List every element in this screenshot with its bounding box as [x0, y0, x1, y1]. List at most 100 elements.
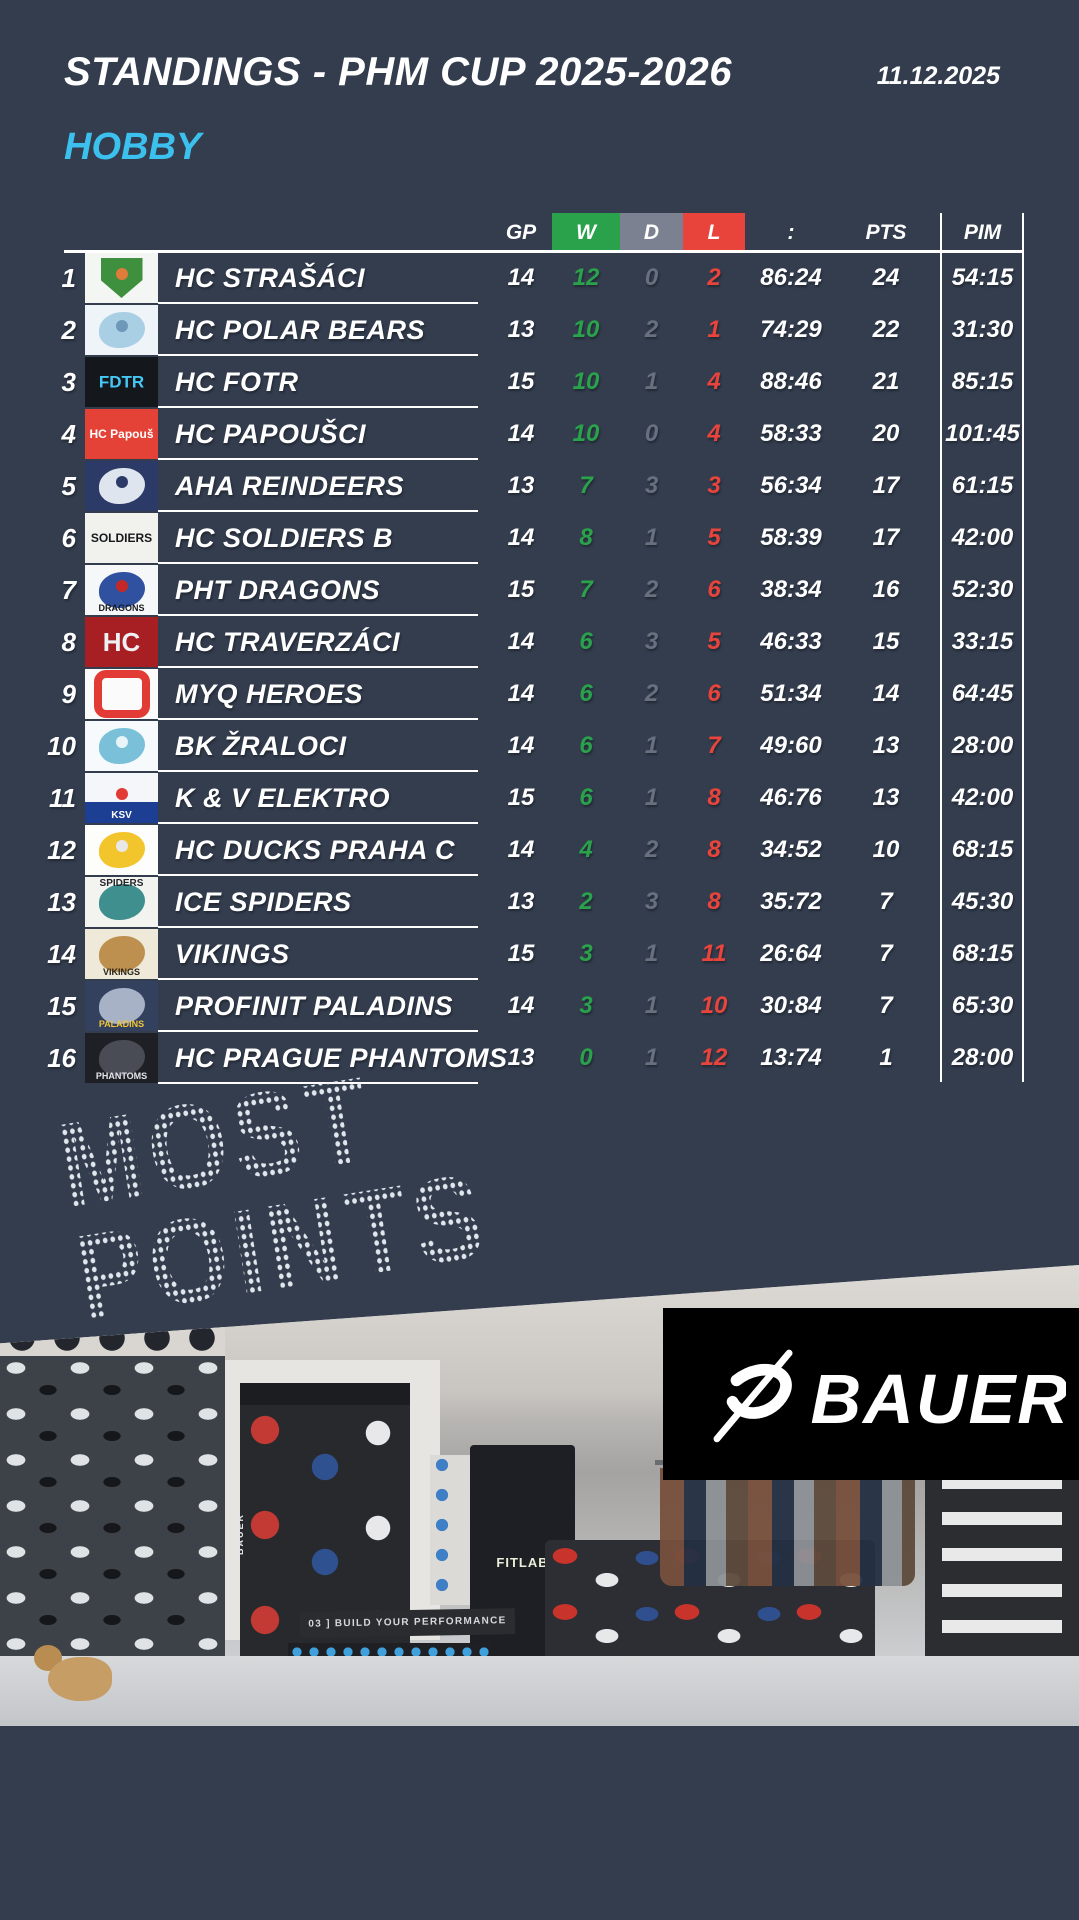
category-label: HOBBY	[64, 126, 202, 168]
losses-value: 11	[701, 940, 727, 967]
gp-value: 14	[507, 524, 535, 551]
footer: PHM CUP PHM CUP 2025-2026	[0, 1726, 1079, 1920]
table-row: 4 HC Papouš HC PAPOUŠCI 14 10 0 4 58:33 …	[0, 408, 1079, 460]
losses-value: 10	[700, 992, 728, 1019]
score-value: 34:52	[760, 836, 822, 863]
column-header-points: PTS	[865, 220, 907, 244]
team-logo	[85, 721, 158, 771]
wins-value: 6	[579, 784, 593, 811]
wins-value: 3	[579, 940, 593, 967]
losses-value: 4	[707, 420, 721, 447]
column-header-wins: W	[552, 213, 620, 251]
gp-value: 14	[507, 264, 535, 291]
gp-value: 14	[507, 420, 535, 447]
bauer-stand-label: BAUER	[235, 1512, 245, 1555]
bauer-icon	[713, 1349, 793, 1443]
rank-label: 4	[61, 419, 76, 449]
row-divider	[158, 978, 478, 980]
bauer-logo: BAUER	[713, 1349, 1066, 1443]
row-divider	[158, 614, 478, 616]
team-logo: PHANTOMS	[85, 1033, 158, 1083]
losses-value: 5	[707, 524, 721, 551]
team-logo-label: DRAGONS	[98, 603, 145, 613]
row-divider	[158, 822, 478, 824]
team-logo-label: KSV	[111, 810, 132, 821]
team-logo-label: SPIDERS	[99, 878, 144, 889]
wins-value: 7	[579, 472, 593, 499]
team-logo-accent	[115, 788, 128, 800]
wins-value: 7	[579, 576, 593, 603]
pim-value: 68:15	[951, 940, 1014, 967]
losses-value: 6	[707, 576, 721, 603]
draws-value: 0	[644, 264, 659, 291]
team-logo-mark	[98, 936, 145, 972]
rank-label: 7	[61, 575, 76, 605]
team-name: HC PAPOUŠCI	[175, 418, 367, 449]
team-logo-mark	[98, 988, 145, 1024]
photo-hanging-clothes	[660, 1468, 915, 1586]
score-value: 46:33	[760, 628, 822, 655]
draws-value: 2	[644, 576, 659, 603]
rank-label: 2	[61, 315, 76, 345]
score-value: 26:64	[760, 940, 822, 967]
team-logo	[85, 253, 158, 303]
gp-value: 13	[507, 1044, 535, 1071]
pim-value: 33:15	[951, 628, 1014, 655]
photo-right-shelf	[925, 1440, 1079, 1690]
team-name: MYQ HEROES	[175, 678, 364, 709]
gp-value: 15	[507, 940, 535, 967]
wins-value: 4	[579, 836, 593, 863]
team-logo-accent	[115, 476, 128, 488]
row-divider	[158, 1082, 478, 1084]
row-divider	[158, 458, 478, 460]
draws-value: 3	[644, 888, 659, 915]
points-value: 15	[872, 628, 900, 655]
score-value: 30:84	[760, 992, 822, 1019]
wins-value: 6	[579, 732, 593, 759]
row-divider	[158, 1030, 478, 1032]
wins-value: 8	[579, 524, 593, 551]
rank-label: 8	[61, 627, 76, 657]
pim-value: 28:00	[951, 1044, 1014, 1071]
team-name: BK ŽRALOCI	[175, 730, 347, 761]
team-logo-label: VIKINGS	[102, 967, 140, 977]
draws-value: 0	[644, 420, 659, 447]
score-value: 13:74	[760, 1044, 822, 1071]
team-logo-accent	[115, 320, 128, 332]
column-header-gp: GP	[505, 220, 537, 244]
team-logo	[85, 669, 158, 719]
team-name: HC PRAGUE PHANTOMS	[175, 1042, 508, 1073]
pim-value: 45:30	[951, 888, 1014, 915]
team-logo: FDTR	[85, 357, 158, 407]
losses-value: 8	[707, 888, 721, 915]
score-value: 74:29	[760, 316, 822, 343]
photo-dog	[48, 1657, 112, 1701]
points-value: 7	[879, 992, 893, 1019]
draws-value: 1	[644, 732, 659, 759]
row-divider	[158, 874, 478, 876]
rank-label: 11	[49, 783, 76, 813]
page-title: STANDINGS - PHM CUP 2025-2026	[64, 50, 733, 94]
rank-label: 5	[61, 471, 76, 501]
team-logo	[85, 461, 158, 511]
column-header-draws: D	[620, 213, 683, 251]
score-value: 58:33	[760, 420, 822, 447]
pim-column-divider-left	[940, 213, 942, 1082]
table-row: 9 MYQ HEROES 14 6 2 6 51:34 14 64:45	[0, 668, 1079, 720]
rank-label: 3	[61, 367, 76, 397]
team-logo-mark	[98, 884, 145, 920]
team-logo-accent	[115, 580, 128, 592]
team-logo: DRAGONS	[85, 565, 158, 615]
table-row: 6 SOLDIERS HC SOLDIERS B 14 8 1 5 58:39 …	[0, 512, 1079, 564]
draws-value: 2	[644, 836, 659, 863]
row-divider	[158, 354, 478, 356]
pim-value: 54:15	[951, 264, 1014, 291]
team-name: HC TRAVERZÁCI	[175, 626, 400, 657]
gp-value: 14	[507, 992, 535, 1019]
draws-value: 1	[644, 1044, 659, 1071]
photo-floor	[0, 1656, 1079, 1726]
team-logo: VIKINGS	[85, 929, 158, 979]
team-logo: HC Papouš	[85, 409, 158, 459]
team-logo-label: PALADINS	[98, 1019, 145, 1029]
